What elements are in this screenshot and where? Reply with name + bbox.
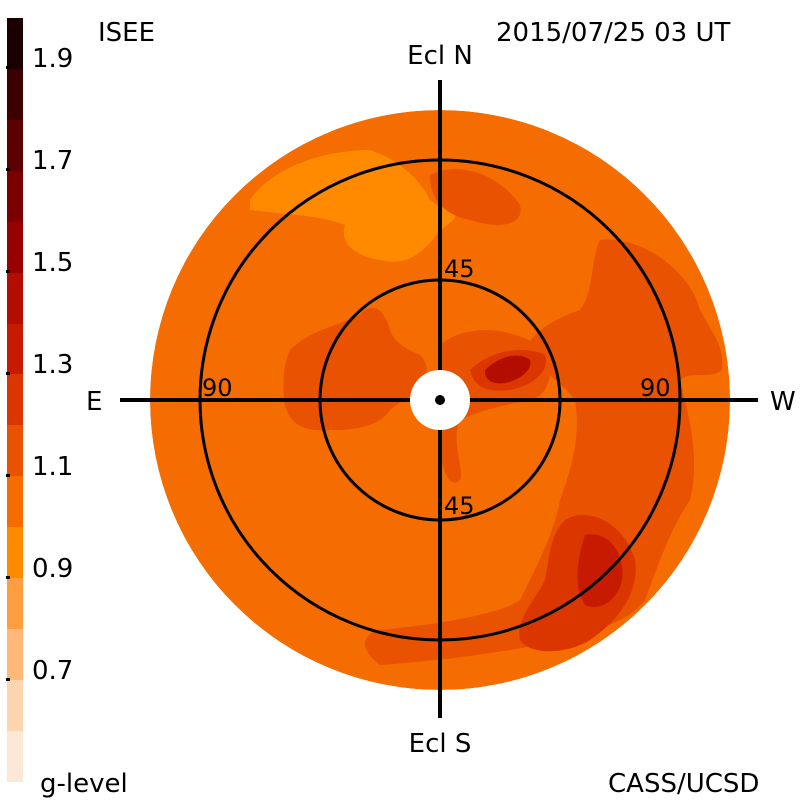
colorbar-tick-label: 0.9 (32, 554, 74, 584)
colorbar-segment (7, 476, 23, 528)
ecliptic-north-label: Ecl N (407, 41, 473, 71)
colorbar-segment (7, 221, 23, 273)
map-region-darker (484, 355, 531, 384)
colorbar-segment (7, 323, 23, 375)
elongation-label-45-top: 45 (444, 255, 475, 283)
sun-center-dot (435, 395, 445, 405)
colorbar-tick (6, 576, 10, 579)
colorbar-title: g-level (40, 769, 128, 799)
colorbar-segment (7, 18, 23, 69)
colorbar-tick-label: 1.1 (32, 452, 74, 482)
colorbar-tick-label: 1.3 (32, 350, 74, 380)
elongation-label-45-bottom: 45 (444, 492, 475, 520)
colorbar-segment (7, 629, 23, 680)
colorbar-tick (6, 678, 10, 681)
colorbar-segment (7, 119, 23, 171)
colorbar-tick (6, 270, 10, 273)
colorbar-tick-label: 0.7 (32, 656, 74, 686)
timestamp: 2015/07/25 03 UT (496, 18, 731, 48)
west-label: W (770, 387, 796, 417)
g-level-colorbar (7, 18, 23, 782)
map-region-medium (430, 169, 521, 225)
colorbar-tick (6, 66, 10, 69)
colorbar-segment (7, 374, 23, 426)
colorbar-segment (7, 730, 23, 782)
colorbar-segment (7, 578, 23, 630)
colorbar-tick (6, 372, 10, 375)
map-region-light (250, 150, 456, 262)
colorbar-segment (7, 68, 23, 120)
colorbar-segment (7, 425, 23, 477)
colorbar-tick (6, 474, 10, 477)
source-label: ISEE (98, 18, 156, 48)
colorbar-tick-label: 1.7 (32, 146, 74, 176)
colorbar-tick-label: 1.9 (32, 44, 74, 74)
colorbar-tick (6, 168, 10, 171)
colorbar-segment (7, 679, 23, 731)
colorbar-tick-label: 1.5 (32, 248, 74, 278)
credit-label: CASS/UCSD (608, 769, 760, 799)
colorbar-segment (7, 527, 23, 579)
colorbar-segment (7, 272, 23, 324)
elongation-label-90-left: 90 (202, 374, 233, 402)
elongation-label-90-right: 90 (640, 374, 671, 402)
colorbar-segment (7, 170, 23, 222)
east-label: E (86, 387, 102, 417)
ecliptic-south-label: Ecl S (409, 729, 472, 759)
